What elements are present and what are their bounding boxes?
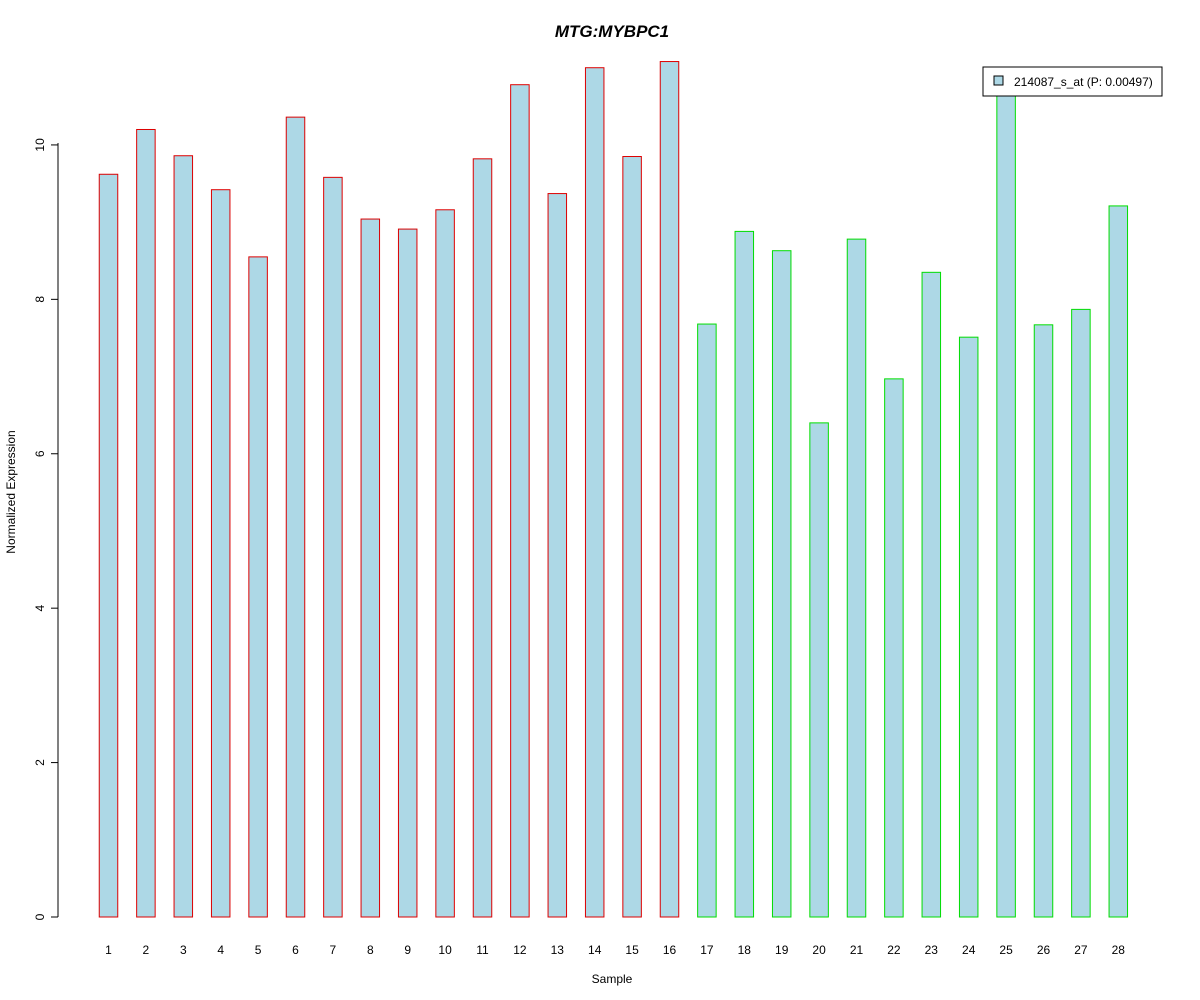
x-tick-label: 12: [513, 943, 527, 957]
x-tick-label: 15: [625, 943, 639, 957]
bar-sample-5: [248, 256, 268, 918]
x-axis-title: Sample: [592, 972, 633, 986]
bar-sample-21: [846, 238, 867, 918]
bar-sample-13: [547, 193, 568, 918]
bar-sample-10: [435, 209, 455, 918]
y-tick-label: 0: [33, 913, 47, 920]
bar-sample-19: [771, 250, 792, 918]
x-tick-label: 17: [700, 943, 714, 957]
bar-sample-7: [323, 176, 343, 918]
x-tick-label: 21: [850, 943, 864, 957]
x-tick-label: 24: [962, 943, 976, 957]
x-tick-label: 5: [255, 943, 262, 957]
x-tick-label: 20: [812, 943, 826, 957]
x-tick-label: 22: [887, 943, 901, 957]
x-tick-label: 3: [180, 943, 187, 957]
bar-sample-28: [1108, 205, 1129, 918]
bar-sample-6: [285, 116, 306, 918]
y-tick-label: 2: [33, 759, 47, 766]
bar-sample-16: [659, 61, 680, 918]
bar-sample-12: [510, 84, 530, 918]
x-tick-label: 18: [738, 943, 752, 957]
bar-sample-2: [136, 128, 156, 918]
bar-sample-26: [1033, 324, 1054, 918]
bar-sample-17: [697, 323, 717, 918]
bar-sample-22: [884, 378, 904, 918]
legend-label: 214087_s_at (P: 0.00497): [1014, 75, 1153, 89]
legend-box: [982, 66, 1163, 97]
bar-sample-8: [360, 218, 381, 918]
bar-sample-3: [173, 155, 194, 918]
y-axis: 0 2 4 6 8 10: [33, 138, 59, 920]
bars: [98, 61, 1129, 918]
bar-sample-9: [397, 228, 418, 918]
x-tick-label: 19: [775, 943, 789, 957]
bar-sample-25: [996, 67, 1016, 918]
x-tick-label: 25: [999, 943, 1013, 957]
x-tick-label: 28: [1112, 943, 1126, 957]
y-tick-label: 4: [33, 605, 47, 612]
x-tick-label: 14: [588, 943, 602, 957]
x-tick-label: 13: [551, 943, 565, 957]
bar-sample-24: [958, 336, 979, 918]
x-tick-label: 4: [217, 943, 224, 957]
x-tick-label: 7: [330, 943, 337, 957]
bar-sample-18: [734, 230, 755, 918]
x-tick-label: 6: [292, 943, 299, 957]
bar-sample-20: [809, 422, 829, 918]
bar-sample-23: [921, 271, 942, 918]
bar-sample-15: [622, 156, 642, 918]
y-tick-label: 6: [33, 450, 47, 457]
x-tick-label: 27: [1074, 943, 1088, 957]
y-tick-label: 8: [33, 296, 47, 303]
x-tick-label: 16: [663, 943, 677, 957]
x-tick-labels: 1 2 3 4 5 6 7 8 9 10 11 12 13 14 15 16 17 18 19 20 21 22 23 24 2…: [105, 943, 1125, 957]
x-tick-label: 23: [925, 943, 939, 957]
bar-sample-4: [210, 189, 231, 918]
bar-sample-27: [1071, 308, 1091, 918]
legend-swatch: [993, 75, 1004, 86]
x-tick-label: 9: [404, 943, 411, 957]
bar-sample-1: [98, 173, 119, 918]
bar-sample-14: [584, 67, 605, 918]
x-tick-label: 1: [105, 943, 112, 957]
x-tick-label: 26: [1037, 943, 1051, 957]
x-tick-label: 8: [367, 943, 374, 957]
x-tick-label: 2: [143, 943, 150, 957]
legend: 214087_s_at (P: 0.00497): [982, 66, 1163, 97]
chart-title: MTG:MYBPC1: [555, 22, 669, 41]
bar-sample-11: [472, 158, 493, 918]
y-tick-label: 10: [33, 138, 47, 152]
x-tick-label: 10: [438, 943, 452, 957]
x-tick-label: 11: [476, 943, 489, 957]
y-axis-title: Normalized Expression: [4, 430, 18, 553]
